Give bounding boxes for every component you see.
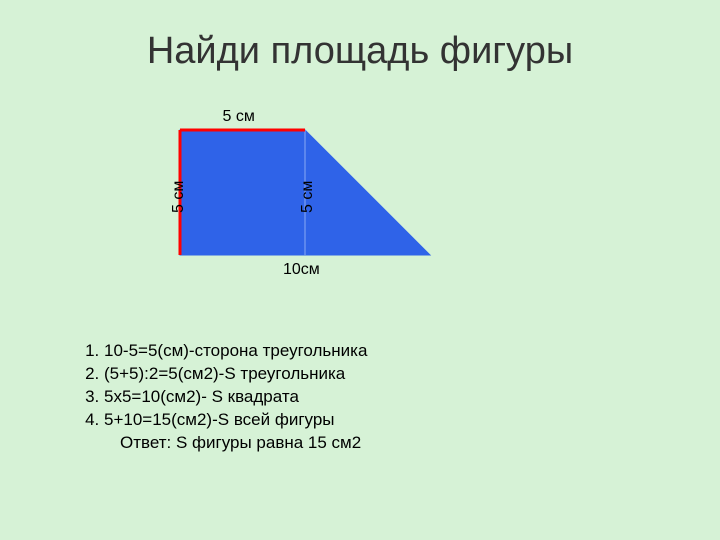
solution-step: 5х5=10(см2)- S квадрата [104,386,367,409]
label-top: 5 см [223,108,255,126]
label-left: 5 см [170,180,188,212]
solution-step: 10-5=5(см)-сторона треугольника [104,340,367,363]
solution-step: 5+10=15(см2)-S всей фигуры [104,409,367,432]
label-mid: 5 см [299,180,317,212]
solution-answer: Ответ: S фигуры равна 15 см2 [120,432,367,455]
page-title: Найди площадь фигуры [0,30,720,73]
solution-list: 10-5=5(см)-сторона треугольника (5+5):2=… [80,340,367,432]
solution-step: (5+5):2=5(см2)-S треугольника [104,363,367,386]
solution-block: 10-5=5(см)-сторона треугольника (5+5):2=… [80,340,367,455]
label-bottom: 10см [283,261,320,279]
slide: Найди площадь фигуры 5 см 5 см 5 см 10см… [0,0,720,540]
